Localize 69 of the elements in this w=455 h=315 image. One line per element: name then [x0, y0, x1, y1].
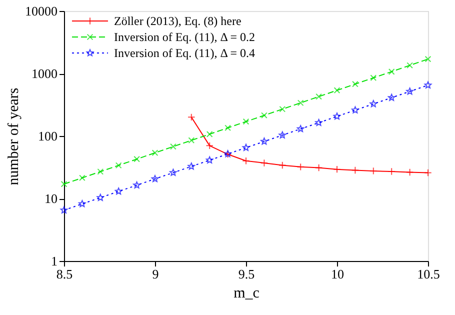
y-tick-label: 10	[44, 191, 58, 206]
legend-label: Inversion of Eq. (11), Δ = 0.2	[114, 30, 256, 44]
point	[152, 150, 158, 156]
point	[60, 180, 68, 188]
point	[242, 157, 250, 165]
point	[424, 168, 432, 177]
point	[296, 125, 304, 132]
point	[388, 94, 396, 101]
y-tick-label: 1000	[32, 66, 58, 81]
point	[134, 156, 140, 162]
point	[170, 168, 177, 176]
point	[206, 142, 214, 150]
point	[60, 206, 68, 214]
y-tick-label: 100	[38, 128, 58, 144]
point	[352, 106, 359, 114]
x-tick-label: 10.5	[417, 266, 440, 282]
point	[314, 164, 323, 172]
point	[352, 80, 358, 88]
point	[188, 113, 196, 122]
point	[333, 165, 341, 174]
point	[170, 143, 176, 150]
point	[316, 93, 322, 100]
point	[333, 112, 341, 120]
y-tick-label: 10000	[25, 4, 58, 18]
point	[96, 194, 104, 201]
point	[79, 174, 86, 182]
point	[260, 138, 268, 145]
point	[242, 144, 250, 151]
legend-label: Zöller (2013), Eq. (8) here	[114, 14, 242, 28]
point	[206, 130, 213, 138]
point	[278, 161, 286, 170]
point	[351, 166, 360, 174]
x-tick-label: 10	[331, 266, 344, 282]
x-axis-title: m_c	[234, 286, 260, 302]
legend-label: Inversion of Eq. (11), Δ = 0.4	[114, 46, 256, 60]
point	[188, 162, 196, 170]
point	[297, 100, 304, 106]
point	[78, 200, 86, 208]
point	[115, 162, 122, 169]
point	[151, 175, 159, 182]
point	[388, 168, 396, 176]
point	[334, 87, 340, 94]
point	[188, 137, 195, 144]
point	[424, 81, 432, 88]
point	[388, 68, 395, 75]
point	[370, 74, 377, 82]
point	[114, 188, 122, 195]
x-tick-label: 9	[152, 266, 159, 282]
point	[370, 167, 378, 175]
point	[406, 168, 414, 176]
point	[224, 124, 231, 132]
point	[279, 106, 286, 112]
point	[260, 159, 268, 167]
point	[133, 181, 140, 188]
x-tick-label: 9.5	[238, 266, 255, 282]
point	[370, 100, 378, 108]
point	[406, 88, 414, 95]
point	[97, 168, 104, 175]
y-axis-title: number of years	[6, 88, 22, 186]
point	[406, 62, 413, 69]
x-tick-label: 8.5	[56, 266, 73, 282]
y-tick-label: 1	[51, 254, 58, 268]
point	[315, 118, 322, 126]
point	[278, 131, 286, 138]
point	[296, 163, 304, 171]
point	[242, 118, 250, 125]
point	[424, 56, 432, 62]
point	[206, 156, 214, 164]
point	[261, 112, 268, 119]
